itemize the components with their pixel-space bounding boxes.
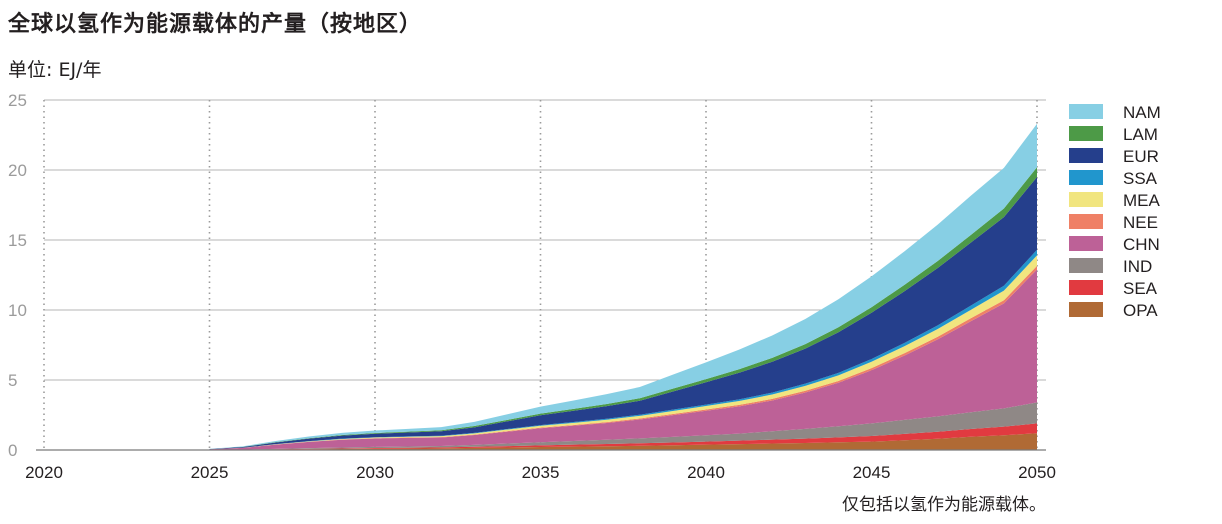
legend-label-opa: OPA	[1123, 301, 1158, 320]
y-tick-label: 20	[8, 161, 27, 180]
legend-swatch-sea	[1069, 280, 1103, 295]
y-tick-label: 0	[8, 441, 17, 460]
x-tick-label: 2025	[191, 463, 229, 482]
area-series	[209, 123, 1037, 450]
legend-label-chn: CHN	[1123, 235, 1160, 254]
x-tick-label: 2030	[356, 463, 394, 482]
area-chn	[209, 269, 1037, 450]
legend-label-mea: MEA	[1123, 191, 1161, 210]
area-eur	[209, 177, 1037, 450]
legend-label-lam: LAM	[1123, 125, 1158, 144]
legend-label-ind: IND	[1123, 257, 1152, 276]
legend-label-ssa: SSA	[1123, 169, 1158, 188]
area-opa	[209, 433, 1037, 450]
legend-swatch-chn	[1069, 236, 1103, 251]
legend-swatch-mea	[1069, 192, 1103, 207]
area-lam	[209, 167, 1037, 450]
y-tick-label: 10	[8, 301, 27, 320]
legend-label-sea: SEA	[1123, 279, 1158, 298]
x-tick-label: 2050	[1018, 463, 1056, 482]
unit-label: 单位: EJ/年	[8, 59, 102, 81]
legend-label-nee: NEE	[1123, 213, 1158, 232]
legend-swatch-ind	[1069, 258, 1103, 273]
legend-swatch-lam	[1069, 126, 1103, 141]
x-tick-label: 2035	[522, 463, 560, 482]
area-ind	[209, 402, 1037, 450]
legend-label-nam: NAM	[1123, 103, 1161, 122]
y-tick-label: 5	[8, 371, 17, 390]
legend-swatch-opa	[1069, 302, 1103, 317]
area-sea	[209, 423, 1037, 450]
chart-title: 全球以氢作为能源载体的产量（按地区）	[8, 12, 423, 37]
footnote: 仅包括以氢作为能源载体。	[842, 495, 1046, 515]
area-nam	[209, 123, 1037, 450]
legend-swatch-nam	[1069, 104, 1103, 119]
legend: NAM LAM EUR SSA MEA NEE CHN IND SEA OPA	[1069, 103, 1161, 320]
legend-swatch-ssa	[1069, 170, 1103, 185]
legend-label-eur: EUR	[1123, 147, 1159, 166]
y-tick-label: 25	[8, 91, 27, 110]
legend-swatch-eur	[1069, 148, 1103, 163]
x-tick-label: 2045	[853, 463, 891, 482]
y-tick-label: 15	[8, 231, 27, 250]
x-tick-label: 2040	[687, 463, 725, 482]
x-tick-label: 2020	[25, 463, 63, 482]
legend-swatch-nee	[1069, 214, 1103, 229]
